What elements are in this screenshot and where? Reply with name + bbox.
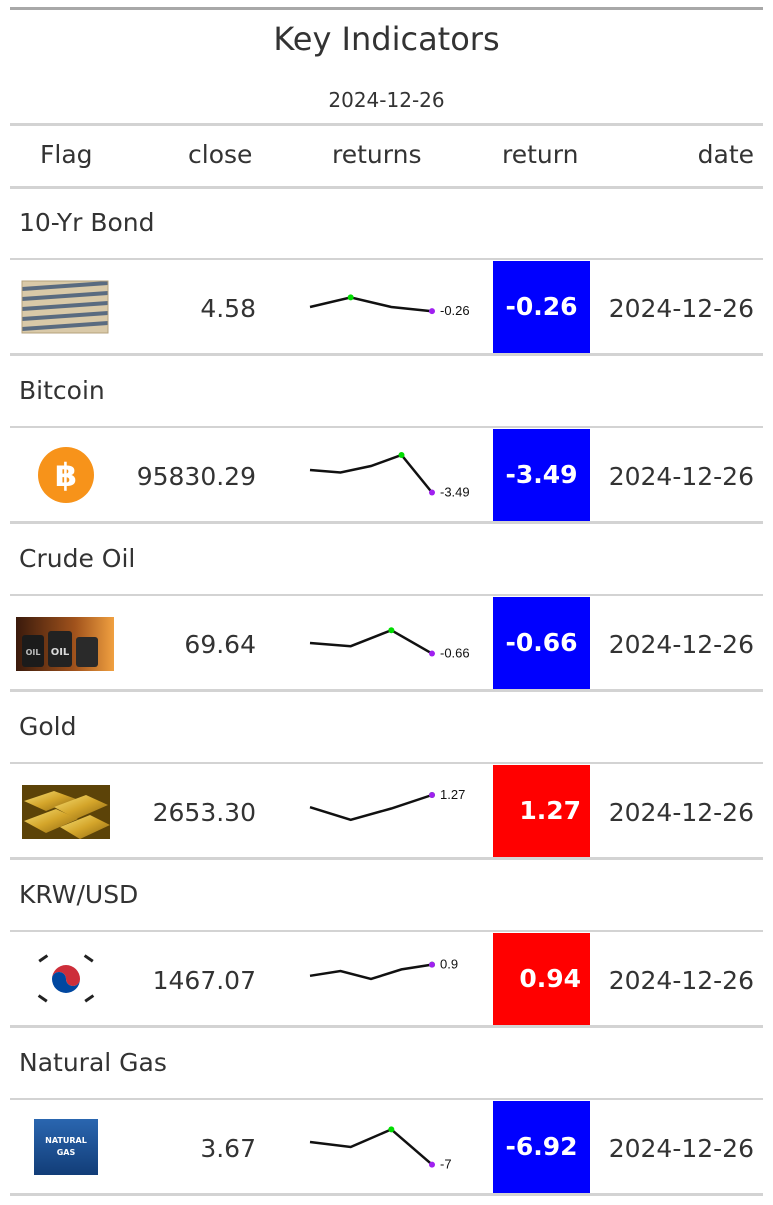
column-header-date: date <box>697 140 754 169</box>
group-rule <box>10 258 763 260</box>
sparkline-last-label: -3.49 <box>440 484 470 499</box>
gold-bars-icon <box>16 781 116 845</box>
row-rule <box>10 353 763 356</box>
group-rule <box>10 426 763 428</box>
returns-sparkline: 1.27 <box>309 787 465 822</box>
sparkline-path <box>309 1127 433 1166</box>
group-label: Crude Oil <box>19 544 136 573</box>
sparkline-last-point <box>429 1161 435 1168</box>
row-rule <box>10 521 763 524</box>
sparkline-max-point <box>388 1126 395 1133</box>
group-rule <box>10 594 763 596</box>
returns-sparkline: -0.26 <box>309 294 470 318</box>
returns-sparkline: -0.66 <box>309 627 470 661</box>
row-rule <box>10 689 763 692</box>
sparkline-last-label: -0.66 <box>440 646 470 661</box>
close-value: 3.67 <box>200 1134 256 1163</box>
return-value: 1.27 <box>519 796 581 825</box>
sparkline-path <box>309 453 433 494</box>
gas-icon-line-2: GAS <box>57 1148 76 1157</box>
sparkline-path <box>309 793 433 822</box>
close-value: 95830.29 <box>136 462 256 491</box>
returns-sparkline: 0.9 <box>309 957 458 981</box>
group-label: KRW/USD <box>19 880 139 909</box>
sparkline-path <box>309 628 433 655</box>
sparkline-last-label: 1.27 <box>440 787 465 802</box>
korea-flag-icon <box>16 949 116 1013</box>
group-rule <box>10 930 763 932</box>
return-cell: 1.27 <box>493 765 590 857</box>
close-value: 69.64 <box>184 630 256 659</box>
sparkline-last-label: 0.9 <box>440 957 458 972</box>
date-value: 2024-12-26 <box>608 462 754 491</box>
return-cell: -0.26 <box>493 261 590 353</box>
row-rule <box>10 1025 763 1028</box>
group-label: Natural Gas <box>19 1048 167 1077</box>
row-rule <box>10 1193 763 1196</box>
sparkline-path <box>309 296 433 313</box>
svg-text:OIL: OIL <box>51 647 70 658</box>
return-value: -3.49 <box>505 460 578 489</box>
return-value: -0.66 <box>505 628 578 657</box>
close-value: 1467.07 <box>152 966 256 995</box>
return-value: -0.26 <box>505 292 578 321</box>
sparkline-last-point <box>429 489 435 496</box>
sparkline-max-point <box>398 452 405 458</box>
header-top-rule <box>10 123 763 126</box>
return-value: 0.94 <box>519 964 581 993</box>
sparkline-last-label: -0.26 <box>440 303 470 318</box>
date-value: 2024-12-26 <box>608 294 754 323</box>
top-rule <box>10 7 763 10</box>
return-value: -6.92 <box>505 1132 578 1161</box>
return-cell: -3.49 <box>493 429 590 521</box>
column-header-flag: Flag <box>40 140 93 169</box>
close-value: 4.58 <box>200 294 256 323</box>
sparkline-max-point <box>347 294 354 301</box>
column-header-return: return <box>502 140 579 169</box>
table-title: Key Indicators <box>273 20 500 58</box>
svg-text:OIL: OIL <box>26 648 41 657</box>
header-bottom-rule <box>10 186 763 189</box>
column-header-close: close <box>188 140 253 169</box>
sparkline-path <box>309 963 433 981</box>
sparkline-max-point <box>388 627 395 634</box>
group-rule <box>10 1098 763 1100</box>
natural-gas-icon: NATURAL GAS <box>16 1117 116 1181</box>
bond-certificate-icon <box>16 277 116 341</box>
group-rule <box>10 762 763 764</box>
group-label: Gold <box>19 712 77 741</box>
table-subtitle: 2024-12-26 <box>328 88 445 112</box>
sparkline-last-point <box>429 650 435 657</box>
column-header-returns: returns <box>332 140 422 169</box>
sparkline-last-point <box>429 308 435 315</box>
return-cell: 0.94 <box>493 933 590 1025</box>
oil-barrels-icon: OIL OIL <box>16 613 116 677</box>
row-rule <box>10 857 763 860</box>
close-value: 2653.30 <box>152 798 256 827</box>
return-cell: -6.92 <box>493 1101 590 1193</box>
date-value: 2024-12-26 <box>608 1134 754 1163</box>
sparkline-last-point <box>429 961 435 968</box>
gas-icon-line-1: NATURAL <box>45 1136 87 1145</box>
sparkline-last-label: -7 <box>440 1157 452 1172</box>
returns-sparkline: -7 <box>309 1126 452 1172</box>
group-label: Bitcoin <box>19 376 105 405</box>
date-value: 2024-12-26 <box>608 798 754 827</box>
bitcoin-icon: ฿ <box>16 445 116 509</box>
date-value: 2024-12-26 <box>608 630 754 659</box>
date-value: 2024-12-26 <box>608 966 754 995</box>
returns-sparkline: -3.49 <box>309 452 470 499</box>
sparkline-last-point <box>429 792 435 798</box>
return-cell: -0.66 <box>493 597 590 689</box>
group-label: 10-Yr Bond <box>19 208 155 237</box>
svg-text:฿: ฿ <box>55 456 77 494</box>
